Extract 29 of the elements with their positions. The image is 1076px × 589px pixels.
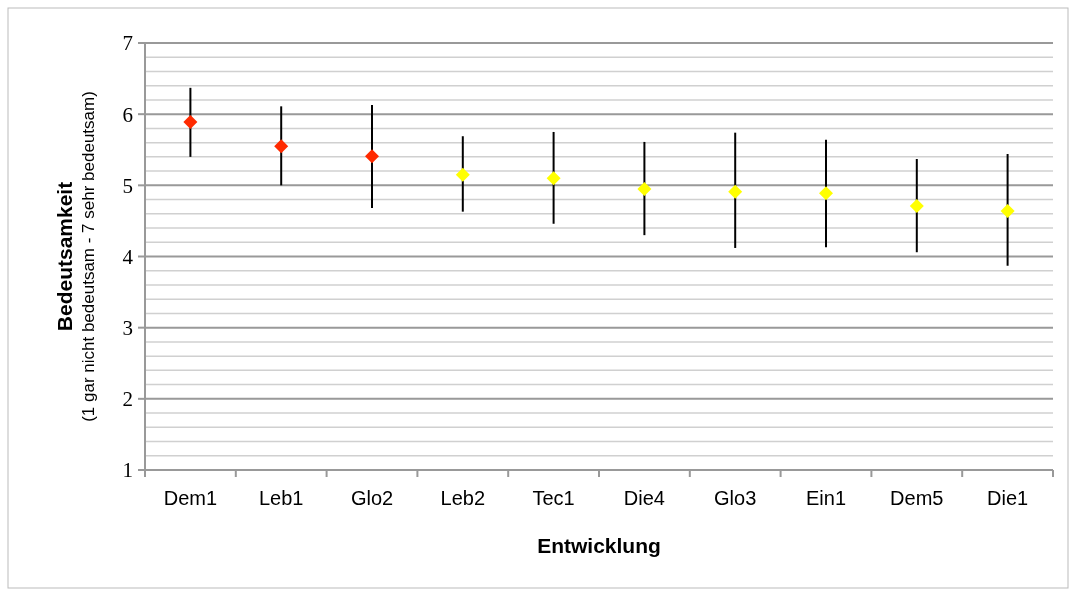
y-tick-label: 3 (122, 316, 133, 341)
point (637, 181, 652, 196)
y-axis-title: Bedeutsamkeit (1 gar nicht bedeutsam - 7 sehr bedeutsam) (53, 91, 98, 422)
x-tick-label: Leb1 (258, 487, 304, 509)
point (819, 186, 833, 201)
point (274, 139, 289, 154)
y-tick-label: 6 (122, 102, 133, 127)
point (728, 184, 743, 199)
y-tick-label: 4 (122, 244, 134, 269)
y-tick-label: 5 (122, 173, 133, 198)
point (365, 149, 379, 164)
point (1000, 203, 1015, 218)
x-tick-label: Die4 (623, 487, 665, 509)
x-tick-label: Dem1 (163, 487, 218, 509)
x-tick-label: Tec1 (532, 487, 575, 509)
y-tick-label: 2 (122, 387, 133, 412)
x-tick-label: Die1 (987, 487, 1029, 509)
point (546, 171, 561, 186)
x-axis-title: Entwicklung (537, 534, 661, 557)
x-tick-label: Glo2 (350, 487, 394, 509)
point (455, 167, 470, 182)
x-tick-label: Ein1 (805, 487, 847, 509)
point (909, 198, 924, 213)
y-tick-label: 7 (122, 31, 133, 56)
x-tick-label: Dem5 (890, 487, 944, 509)
x-tick-label: Leb2 (440, 487, 486, 509)
y-tick-label: 1 (122, 458, 133, 483)
point (183, 115, 198, 129)
x-tick-label: Glo3 (714, 487, 757, 509)
